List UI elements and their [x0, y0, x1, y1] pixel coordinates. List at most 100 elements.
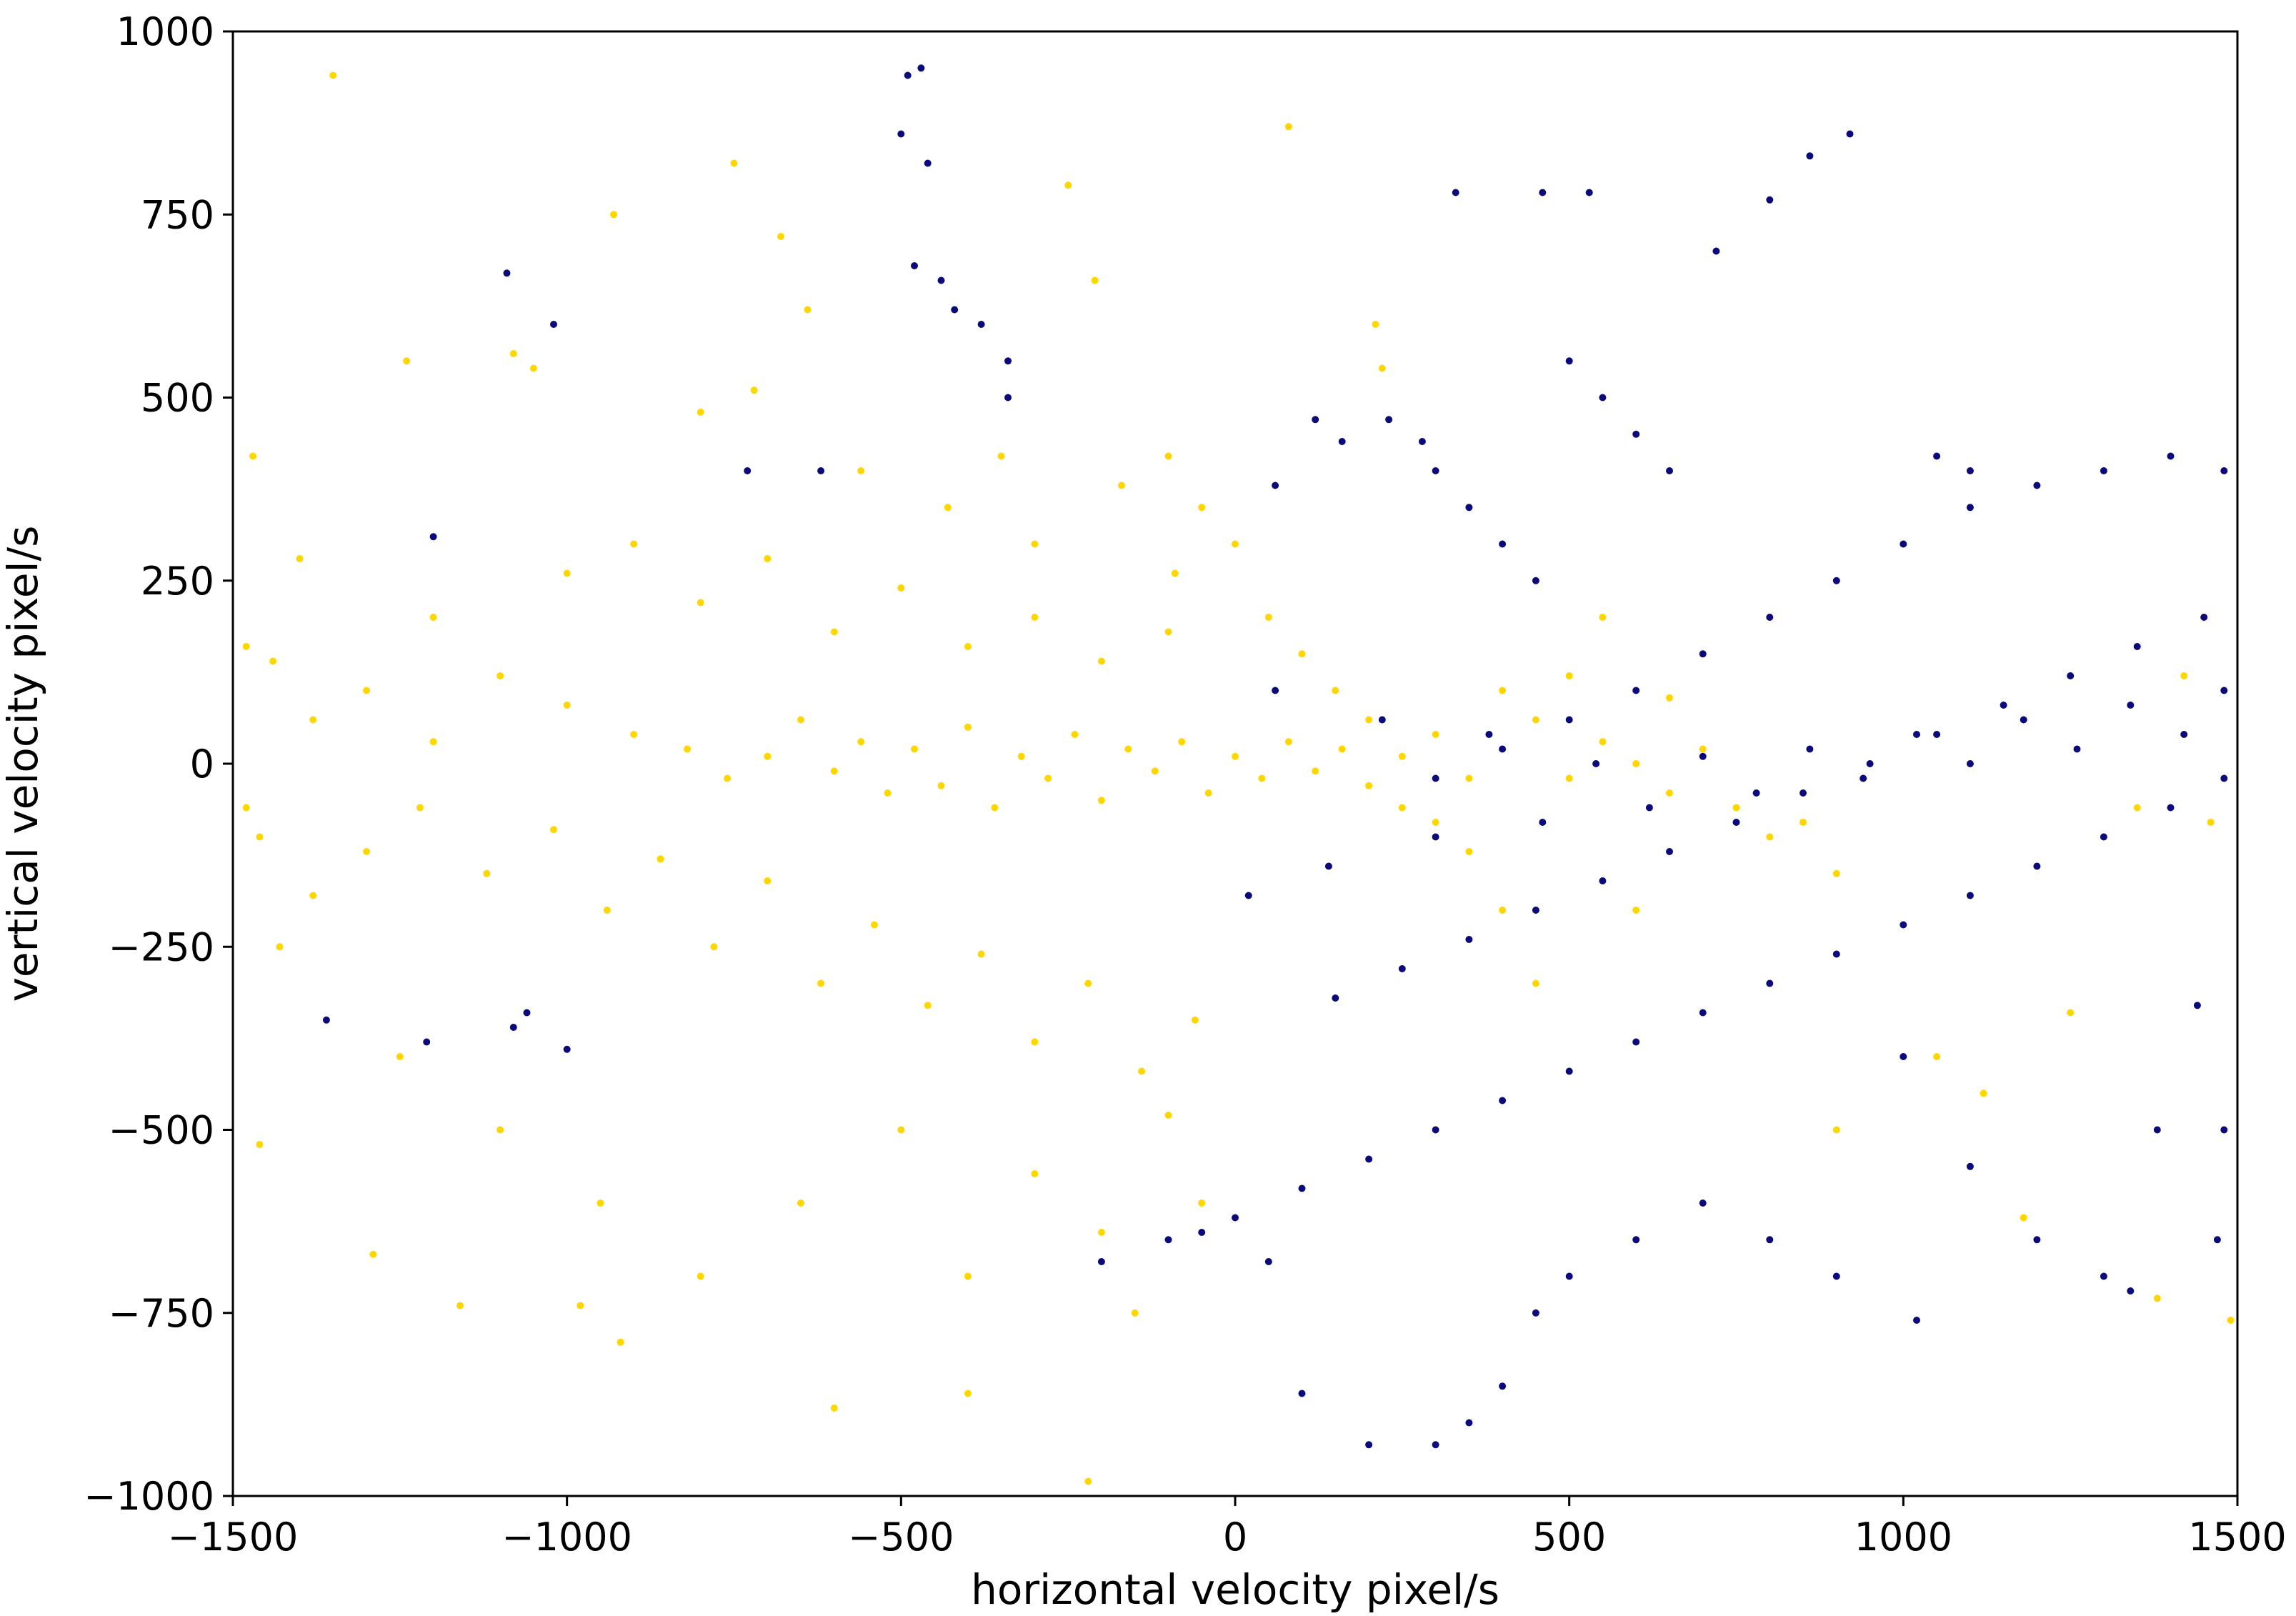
- scatter-point: [964, 1272, 972, 1280]
- scatter-point: [1365, 782, 1373, 789]
- scatter-point: [2133, 804, 2141, 812]
- scatter-point: [1592, 760, 1600, 767]
- scatter-point: [1585, 189, 1593, 196]
- scatter-point: [744, 467, 752, 474]
- scatter-point: [1097, 797, 1105, 804]
- scatter-point: [830, 1405, 838, 1412]
- scatter-point: [416, 804, 424, 812]
- scatter-point: [2213, 1236, 2221, 1244]
- scatter-point: [2000, 702, 2007, 709]
- scatter-point: [1860, 774, 1867, 782]
- scatter-point: [1198, 504, 1206, 512]
- scatter-point: [1900, 921, 1907, 929]
- scatter-point: [1980, 1089, 1987, 1097]
- scatter-point: [1565, 1067, 1573, 1075]
- scatter-point: [1204, 789, 1212, 797]
- scatter-point: [1465, 504, 1473, 512]
- scatter-point: [797, 1199, 804, 1207]
- scatter-point: [1372, 321, 1379, 328]
- scatter-point: [1666, 694, 1673, 702]
- scatter-point: [1071, 731, 1079, 738]
- scatter-point: [2153, 1126, 2161, 1134]
- scatter-point: [1866, 760, 1874, 767]
- scatter-point: [429, 738, 437, 746]
- scatter-point: [509, 1024, 517, 1031]
- scatter-point: [797, 716, 804, 724]
- scatter-point: [1966, 467, 1974, 474]
- scatter-point: [1232, 752, 1239, 760]
- scatter-point: [1599, 738, 1607, 746]
- scatter-point: [1599, 614, 1607, 621]
- scatter-point: [1966, 760, 1974, 767]
- scatter-point: [2220, 774, 2228, 782]
- scatter-point: [1332, 687, 1339, 694]
- scatter-point: [2033, 482, 2041, 489]
- scatter-point: [1532, 577, 1539, 584]
- scatter-point: [1499, 687, 1507, 694]
- scatter-point: [830, 628, 838, 636]
- scatter-point: [509, 350, 517, 357]
- scatter-point: [269, 657, 277, 665]
- scatter-point: [1832, 1126, 1840, 1134]
- scatter-point: [1846, 130, 1854, 138]
- scatter-point: [977, 950, 985, 958]
- scatter-point: [1031, 540, 1039, 548]
- scatter-point: [2100, 1272, 2107, 1280]
- scatter-point: [1044, 774, 1052, 782]
- scatter-point: [2180, 672, 2188, 679]
- scatter-point: [1766, 614, 1774, 621]
- scatter-point: [1272, 482, 1279, 489]
- scatter-point: [697, 599, 704, 607]
- x-tick-label: 0: [1223, 1515, 1247, 1560]
- scatter-point: [1031, 614, 1039, 621]
- scatter-point: [2167, 804, 2175, 812]
- scatter-point: [1806, 745, 1814, 753]
- scatter-point: [1264, 1258, 1272, 1265]
- scatter-point: [1298, 1184, 1306, 1192]
- scatter-point: [1766, 833, 1774, 841]
- scatter-point: [1539, 189, 1547, 196]
- scatter-point: [1800, 819, 1807, 826]
- scatter-point: [630, 540, 638, 548]
- scatter-point: [1666, 467, 1673, 474]
- scatter-point: [1800, 789, 1807, 797]
- scatter-point: [563, 702, 571, 709]
- scatter-point: [1599, 877, 1607, 884]
- scatter-point: [1091, 276, 1099, 284]
- y-tick-label: 250: [141, 559, 214, 604]
- x-tick-label: −1500: [168, 1515, 299, 1560]
- y-tick-label: 0: [190, 742, 214, 787]
- scatter-point: [2193, 1002, 2201, 1009]
- scatter-point: [503, 269, 511, 277]
- scatter-point: [924, 1002, 932, 1009]
- y-tick-label: −500: [109, 1108, 214, 1153]
- scatter-point: [1632, 1038, 1640, 1046]
- scatter-point: [1164, 452, 1172, 460]
- scatter-point: [1324, 862, 1332, 870]
- scatter-point: [483, 869, 491, 877]
- scatter-point: [991, 804, 999, 812]
- scatter-point: [657, 855, 664, 863]
- x-tick-label: −500: [848, 1515, 954, 1560]
- scatter-point: [456, 1302, 464, 1310]
- scatter-point: [937, 276, 945, 284]
- scatter-point: [1452, 189, 1459, 196]
- y-tick-label: −1000: [84, 1474, 214, 1519]
- scatter-point: [897, 584, 905, 592]
- scatter-point: [1298, 1390, 1306, 1397]
- scatter-point: [2127, 1287, 2135, 1295]
- scatter-point: [937, 782, 945, 789]
- scatter-point: [1699, 1199, 1707, 1207]
- scatter-point: [1599, 394, 1607, 401]
- scatter-point: [1632, 430, 1640, 438]
- scatter-point: [2227, 1317, 2235, 1324]
- scatter-point: [911, 745, 918, 753]
- scatter-point: [1666, 848, 1673, 855]
- scatter-point: [363, 848, 371, 855]
- scatter-point: [396, 1053, 404, 1060]
- scatter-point: [1191, 1016, 1199, 1024]
- scatter-point: [403, 357, 411, 365]
- scatter-point: [2127, 702, 2135, 709]
- scatter-point: [964, 643, 972, 650]
